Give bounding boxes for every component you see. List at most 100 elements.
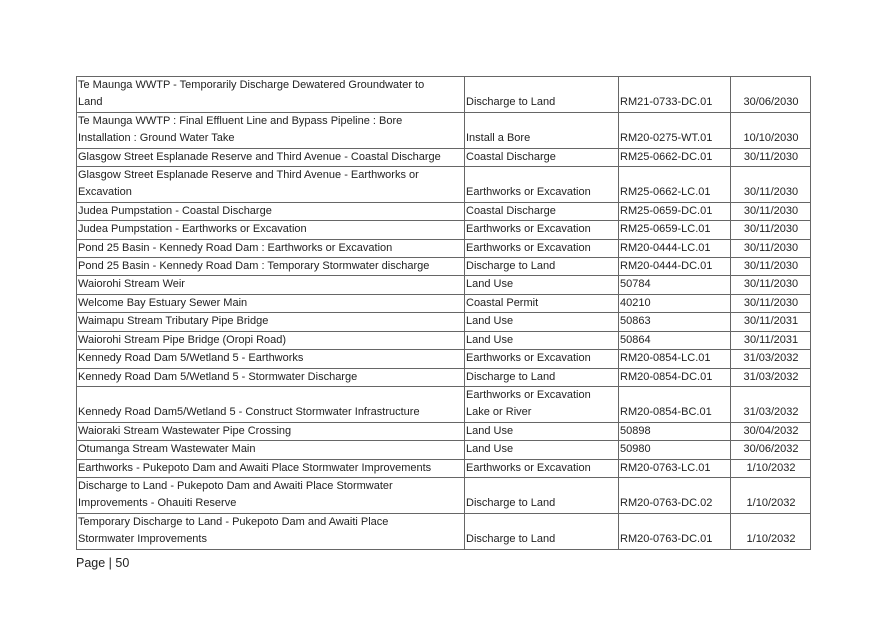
table-row: Temporary Discharge to Land - Pukepoto D… — [76, 512, 811, 550]
table-cell: 30/11/2031 — [730, 312, 811, 332]
table-cell: 30/11/2031 — [730, 330, 811, 351]
table-cell: Discharge to Land — [464, 512, 619, 550]
cell-line: Discharge to Land - Pukepoto Dam and Awa… — [78, 479, 393, 492]
table-row: Discharge to Land - Pukepoto Dam and Awa… — [76, 476, 811, 514]
table-cell: Discharge to Land — [464, 367, 619, 387]
table-cell: Land Use — [464, 421, 619, 442]
table-row: Otumanga Stream Wastewater Main Land Use 5… — [76, 440, 811, 460]
table-cell: 30/06/2032 — [730, 440, 811, 460]
table-cell: Discharge to Land - Pukepoto Dam and Awa… — [76, 476, 465, 514]
table-cell: RM25-0659-DC.01 — [618, 201, 731, 222]
table-cell: Pond 25 Basin - Kennedy Road Dam : Tempo… — [76, 257, 465, 277]
table-row: Glasgow Street Esplanade Reserve and Thi… — [76, 147, 811, 168]
table-cell: Waimapu Stream Tributary Pipe Bridge — [76, 312, 465, 332]
table-cell: 30/04/2032 — [730, 421, 811, 442]
table-row: Judea Pumpstation - Coastal Discharge Coa… — [76, 201, 811, 222]
table-cell: RM20-0275-WT.01 — [618, 111, 731, 149]
table-cell: Land Use — [464, 275, 619, 295]
table-cell: 31/03/2032 — [730, 385, 811, 423]
table-cell: RM25-0662-LC.01 — [618, 166, 731, 203]
table-row: Te Maunga WWTP : Final Effluent Line and… — [76, 111, 811, 149]
page-number: Page | 50 — [76, 556, 130, 570]
table-cell: Land Use — [464, 312, 619, 332]
table-cell: RM20-0444-LC.01 — [618, 238, 731, 259]
table-cell: RM21-0733-DC.01 — [618, 76, 731, 113]
table-row: Kennedy Road Dam 5/Wetland 5 - Earthwork… — [76, 349, 811, 369]
table-cell: 31/03/2032 — [730, 349, 811, 369]
cell-line: Earthworks or Excavation — [466, 388, 591, 401]
table-cell: Temporary Discharge to Land - Pukepoto D… — [76, 512, 465, 550]
table-cell: RM25-0662-DC.01 — [618, 147, 731, 168]
table-row: Earthworks - Pukepoto Dam and Awaiti Pla… — [76, 458, 811, 478]
table-cell: 30/11/2030 — [730, 201, 811, 222]
table-cell: RM25-0659-LC.01 — [618, 220, 731, 240]
table-cell: Kennedy Road Dam 5/Wetland 5 - Stormwate… — [76, 367, 465, 387]
table-cell: Waiorohi Stream Weir — [76, 275, 465, 295]
cell-line: Glasgow Street Esplanade Reserve and Thi… — [78, 169, 419, 182]
table-cell: RM20-0763-DC.02 — [618, 476, 731, 514]
table-cell: 50863 — [618, 312, 731, 332]
table-cell: RM20-0854-BC.01 — [618, 385, 731, 423]
cell-line: Installation : Ground Water Take — [78, 132, 235, 145]
cell-line: Temporary Discharge to Land - Pukepoto D… — [78, 515, 389, 528]
table-cell: RM20-0854-DC.01 — [618, 367, 731, 387]
table-cell: Discharge to Land — [464, 476, 619, 514]
cell-line: Te Maunga WWTP - Temporarily Discharge D… — [78, 79, 425, 91]
cell-line: Excavation — [78, 186, 132, 199]
table-cell: Discharge to Land — [464, 76, 619, 113]
table-cell: 30/06/2030 — [730, 76, 811, 113]
table-cell: 30/11/2030 — [730, 147, 811, 168]
table-cell: 30/11/2030 — [730, 275, 811, 295]
table-cell: Earthworks or Excavation Lake or River — [464, 385, 619, 423]
table-cell: Coastal Discharge — [464, 201, 619, 222]
table-row: Kennedy Road Dam 5/Wetland 5 - Stormwate… — [76, 367, 811, 387]
cell-line: Stormwater Improvements — [78, 533, 207, 546]
table-row: Pond 25 Basin - Kennedy Road Dam : Earth… — [76, 238, 811, 259]
table-cell: Earthworks or Excavation — [464, 238, 619, 259]
cell-line: Land — [78, 96, 103, 109]
table-cell: Glasgow Street Esplanade Reserve and Thi… — [76, 147, 465, 168]
table-cell: Install a Bore — [464, 111, 619, 149]
permit-table: Te Maunga WWTP - Temporarily Discharge D… — [76, 76, 811, 550]
table-cell: Te Maunga WWTP - Temporarily Discharge D… — [76, 76, 465, 113]
table-row: Glasgow Street Esplanade Reserve and Thi… — [76, 166, 811, 203]
table-cell: Pond 25 Basin - Kennedy Road Dam : Earth… — [76, 238, 465, 259]
table-cell: RM20-0444-DC.01 — [618, 257, 731, 277]
cell-line: Lake or River — [466, 406, 532, 419]
table-cell: Earthworks or Excavation — [464, 166, 619, 203]
table-row: Welcome Bay Estuary Sewer Main Coastal Pe… — [76, 293, 811, 314]
table-cell: Waiorohi Stream Pipe Bridge (Oropi Road) — [76, 330, 465, 351]
table-cell: Discharge to Land — [464, 257, 619, 277]
table-cell: 30/11/2030 — [730, 238, 811, 259]
table-cell: Land Use — [464, 330, 619, 351]
table-cell: RM20-0763-DC.01 — [618, 512, 731, 550]
table-cell: Earthworks - Pukepoto Dam and Awaiti Pla… — [76, 458, 465, 478]
table-cell: 30/11/2030 — [730, 220, 811, 240]
table-cell: Te Maunga WWTP : Final Effluent Line and… — [76, 111, 465, 149]
cell-line: Improvements - Ohauiti Reserve — [78, 497, 237, 510]
table-cell: 1/10/2032 — [730, 458, 811, 478]
table-cell: Judea Pumpstation - Earthworks or Excava… — [76, 220, 465, 240]
table-cell: Earthworks or Excavation — [464, 220, 619, 240]
table-row: Waioraki Stream Wastewater Pipe Crossing… — [76, 421, 811, 442]
table-cell: 50980 — [618, 440, 731, 460]
table-cell: Coastal Permit — [464, 293, 619, 314]
table-cell: 10/10/2030 — [730, 111, 811, 149]
table-row: Waiorohi Stream Weir Land Use 50784 30/11/2… — [76, 275, 811, 295]
table-cell: 30/11/2030 — [730, 166, 811, 203]
table-cell: 40210 — [618, 293, 731, 314]
table-cell: 50784 — [618, 275, 731, 295]
table-cell: 30/11/2030 — [730, 257, 811, 277]
table-cell: Land Use — [464, 440, 619, 460]
table-cell: 30/11/2030 — [730, 293, 811, 314]
table-cell: Kennedy Road Dam 5/Wetland 5 - Earthwork… — [76, 349, 465, 369]
table-cell: 50898 — [618, 421, 731, 442]
table-cell: RM20-0763-LC.01 — [618, 458, 731, 478]
table-cell: RM20-0854-LC.01 — [618, 349, 731, 369]
table-cell: 1/10/2032 — [730, 476, 811, 514]
table-row: Waiorohi Stream Pipe Bridge (Oropi Road)… — [76, 330, 811, 351]
table-row: Kennedy Road Dam5/Wetland 5 - Construct … — [76, 385, 811, 423]
table-cell: 1/10/2032 — [730, 512, 811, 550]
table-cell: 31/03/2032 — [730, 367, 811, 387]
